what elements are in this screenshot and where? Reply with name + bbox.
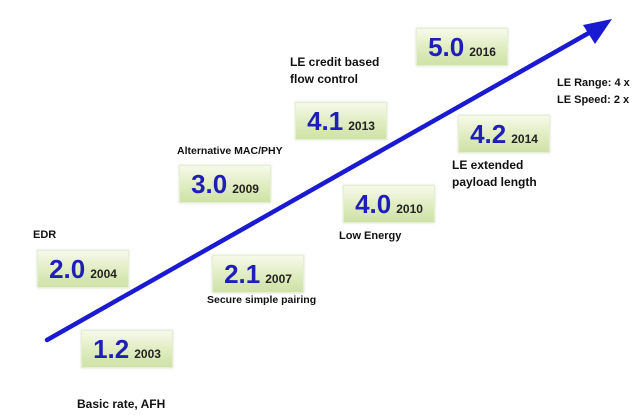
release-year: 2014 [511,132,538,146]
milestone-label-2-1: Secure simple pairing [207,294,317,306]
version-number: 1.2 [93,334,130,364]
milestone-box-4-2: 4.2 2014 [458,115,550,153]
release-year: 2003 [134,347,161,361]
milestone-box-3-0: 3.0 2009 [179,165,271,203]
version-number: 4.1 [307,106,344,136]
release-year: 2004 [90,267,117,281]
milestone-label-3-0: Alternative MAC/PHY [177,145,283,157]
milestone-label-2-0: EDR [33,229,57,241]
milestone-label-4-2-line-1: LE extended [452,158,524,172]
release-year: 2007 [265,272,292,286]
version-number: 2.0 [49,254,86,284]
release-year: 2013 [348,119,375,133]
version-number: 4.0 [355,189,392,219]
milestone-label-4-1-line-1: LE credit based [290,55,380,69]
version-number: 3.0 [191,169,228,199]
milestone-label-1-2: Basic rate, AFH [77,397,166,411]
milestone-label-4-1-line-2: flow control [290,72,358,86]
release-year: 2010 [396,202,423,216]
milestone-box-4-0: 4.0 2010 [343,185,435,223]
timeline-arrow-shaft [44,27,597,343]
version-number: 4.2 [470,119,507,149]
milestone-label-5-0-line-2: LE Speed: 2 x [557,94,630,106]
release-year: 2009 [232,182,259,196]
milestone-label-4-2-line-2: payload length [452,175,537,189]
milestone-box-2-0: 2.0 2004 [37,250,129,288]
milestone-box-2-1: 2.1 2007 [212,255,304,293]
milestone-box-1-2: 1.2 2003 [81,330,173,368]
milestone-label-5-0-line-1: LE Range: 4 x [557,77,630,89]
milestone-box-4-1: 4.1 2013 [295,102,387,140]
version-number: 2.1 [224,259,261,289]
timeline-arrow-head [583,19,612,44]
release-year: 2016 [469,45,496,59]
milestone-box-5-0: 5.0 2016 [416,28,508,66]
version-number: 5.0 [428,32,465,62]
milestone-label-4-0: Low Energy [339,230,402,242]
